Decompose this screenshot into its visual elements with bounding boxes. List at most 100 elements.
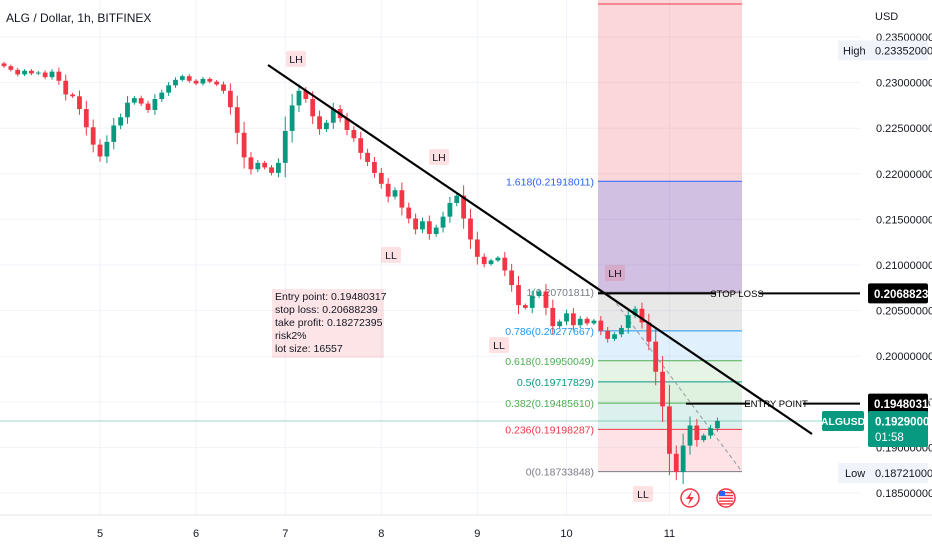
candle-body bbox=[159, 92, 165, 100]
low-label: Low bbox=[845, 468, 865, 480]
marker-bg bbox=[489, 337, 509, 353]
candle-body bbox=[481, 256, 487, 265]
time-tick-label: 10 bbox=[560, 528, 572, 540]
candle-body bbox=[70, 94, 75, 97]
price-tick-label: 0.18500000 bbox=[876, 488, 932, 500]
candle-body bbox=[282, 130, 288, 163]
candle-body bbox=[591, 320, 597, 324]
candle-body bbox=[104, 141, 110, 157]
candle-body bbox=[378, 172, 384, 184]
lh-marker: LH bbox=[608, 268, 621, 280]
candle-body bbox=[83, 109, 89, 128]
fib-label: 1.618(0.21918011) bbox=[506, 176, 594, 188]
candle-body bbox=[639, 308, 645, 323]
candle-body bbox=[385, 183, 391, 197]
candle-body bbox=[536, 291, 542, 297]
candle-body bbox=[145, 103, 151, 110]
marker-bg bbox=[286, 51, 306, 67]
candle-body bbox=[111, 125, 117, 142]
flag-stripe bbox=[719, 503, 733, 505]
fib-retracement: 1.618(0.21918011) 1(0.20701811) 0.786(0.20… bbox=[505, 176, 743, 479]
candle-body bbox=[715, 420, 720, 429]
symbol-price: 0.19290000 bbox=[875, 416, 932, 428]
candle-body bbox=[646, 322, 652, 342]
stop-zone-box bbox=[598, 0, 742, 294]
high-tag-bg bbox=[838, 40, 928, 61]
candle-body bbox=[708, 428, 713, 436]
candle-body bbox=[557, 321, 563, 327]
candle-body bbox=[440, 216, 446, 228]
candle-body bbox=[166, 85, 172, 93]
candle-body bbox=[577, 318, 583, 326]
candle-body bbox=[570, 313, 576, 326]
candle-body bbox=[42, 72, 48, 78]
note-take-profit: take profit: 0.18272395 bbox=[275, 317, 383, 329]
fib-band bbox=[598, 330, 742, 361]
candle-body bbox=[152, 99, 158, 110]
price-axis: USD0.235000000.230000000.225000000.22000… bbox=[821, 0, 932, 515]
note-lot-size: lot size: 16557 bbox=[275, 343, 343, 355]
time-axis: 5 6 7 8 9 10 11 bbox=[0, 514, 932, 540]
price-tick-label: 0.20000000 bbox=[876, 351, 932, 363]
time-tick-label: 7 bbox=[282, 528, 288, 540]
gridlines bbox=[0, 0, 860, 515]
candle-body bbox=[413, 218, 418, 230]
trend-line bbox=[267, 64, 813, 435]
candle-body bbox=[687, 425, 693, 446]
stop-loss-tag-bg bbox=[868, 283, 928, 304]
price-tick-label: 0.21000000 bbox=[876, 260, 932, 272]
candle-body bbox=[214, 81, 220, 85]
price-tick-label: 0.21500000 bbox=[876, 214, 932, 226]
candle-body bbox=[673, 453, 679, 473]
candle-body bbox=[77, 96, 82, 110]
fib-band bbox=[598, 181, 742, 293]
candle-body bbox=[179, 76, 185, 80]
stop-loss-label: STOP LOSS bbox=[710, 289, 764, 300]
candle-body bbox=[269, 167, 274, 173]
time-tick-label: 11 bbox=[664, 528, 675, 540]
candle-body bbox=[474, 239, 480, 257]
fib-label: 0.786(0.20277667) bbox=[505, 326, 594, 338]
lh-marker: LH bbox=[432, 152, 445, 164]
flag-canton bbox=[719, 491, 725, 496]
candle-body bbox=[701, 435, 707, 441]
marker-bg bbox=[633, 486, 653, 502]
candle-body bbox=[49, 71, 55, 78]
note-risk: risk2% bbox=[275, 330, 307, 342]
fib-label: 0(0.18733848) bbox=[526, 467, 594, 479]
time-tick-label: 8 bbox=[378, 528, 384, 540]
time-tick-label: 6 bbox=[193, 528, 199, 540]
candle-body bbox=[97, 144, 103, 157]
lightning-icon bbox=[686, 491, 694, 505]
candle-body bbox=[289, 105, 295, 131]
flag-stripe bbox=[719, 492, 733, 494]
candle-body bbox=[351, 130, 357, 139]
candle-body bbox=[406, 207, 412, 219]
candle-body bbox=[296, 90, 302, 106]
candle-body bbox=[365, 152, 370, 162]
entry-tag-bg bbox=[868, 393, 928, 414]
candle-body bbox=[324, 122, 329, 130]
flag-stripe bbox=[719, 500, 733, 502]
candle-body bbox=[125, 102, 130, 118]
candle-body bbox=[605, 330, 611, 339]
ll-marker: LL bbox=[493, 340, 505, 352]
candle-body bbox=[241, 132, 247, 158]
candle-body bbox=[63, 80, 69, 95]
candle-body bbox=[221, 84, 226, 91]
candle-body bbox=[529, 296, 535, 308]
trade-note[interactable]: Entry point: 0.19480317 stop loss: 0.206… bbox=[272, 289, 387, 358]
candle-body bbox=[632, 308, 638, 316]
candle-body bbox=[200, 78, 206, 84]
fib-label: 1(0.20701811) bbox=[526, 287, 594, 299]
candle-body bbox=[248, 157, 254, 170]
candle-body bbox=[488, 260, 494, 265]
candle-body bbox=[653, 341, 659, 372]
candle-body bbox=[317, 116, 322, 130]
candle-body bbox=[173, 79, 178, 86]
candle-body bbox=[344, 118, 350, 131]
us-flag-icon bbox=[716, 488, 736, 508]
candle-body bbox=[667, 406, 672, 454]
